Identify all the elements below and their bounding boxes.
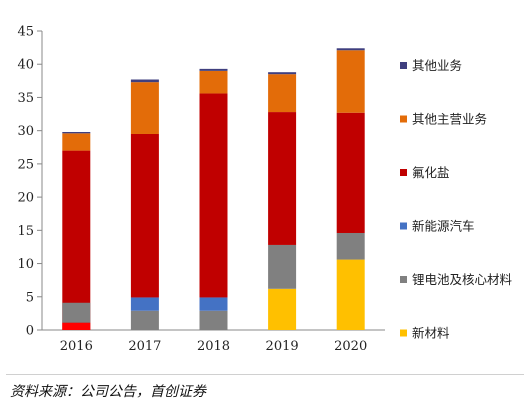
bar-segment: [268, 72, 297, 75]
y-tick-label: 40: [17, 58, 34, 73]
bars-group: [62, 48, 365, 330]
y-tick-label: 25: [17, 157, 34, 172]
bar-segment-overlay: [62, 302, 91, 323]
bar-segment: [62, 133, 91, 151]
bar-segment: [130, 310, 159, 330]
bar-segment: [199, 68, 228, 71]
x-axis: 2016 2017 2018 2019 2020: [42, 329, 385, 354]
bar-segment: [199, 310, 228, 330]
y-tick-label: 0: [26, 324, 34, 339]
y-tick-label: 15: [17, 224, 34, 239]
y-tick-label: 45: [17, 25, 34, 40]
bar-segment: [199, 297, 228, 311]
legend-label: 其他主营业务: [412, 112, 487, 127]
bar-segment: [130, 297, 159, 311]
legend-label: 其他业务: [412, 58, 462, 73]
legend-swatch: [400, 222, 407, 230]
legend-swatch: [400, 276, 407, 283]
legend-label: 锂电池及核心材料: [412, 272, 513, 287]
x-tick-label: 2019: [266, 339, 299, 354]
legend-swatch: [400, 62, 407, 69]
y-tick-label: 35: [17, 91, 34, 106]
source-note: 资料来源：公司公告，首创证券: [10, 384, 206, 400]
bar-segment: [268, 288, 297, 330]
x-tick-label: 2020: [334, 339, 367, 354]
bar-segment: [130, 79, 159, 83]
legend-swatch: [400, 169, 407, 176]
bar-segment: [336, 232, 365, 260]
y-tick-label: 5: [26, 290, 34, 305]
legend-swatch: [400, 115, 407, 123]
bar-segment: [336, 48, 365, 51]
bar-segment: [130, 133, 159, 298]
bar-segment: [62, 131, 91, 134]
bar-segment-overlay: [62, 322, 91, 330]
bar-segment: [199, 93, 228, 298]
bar-segment: [336, 112, 365, 233]
source-divider: 资料来源：公司公告，首创证券: [6, 374, 524, 405]
bar-segment: [336, 259, 365, 330]
bar-segment: [62, 150, 91, 330]
y-axis: 0 5 10 15 20 25 30 35 40 45: [17, 25, 43, 339]
y-tick-label: 30: [17, 124, 34, 139]
x-tick-label: 2016: [60, 339, 93, 354]
bar-segment: [268, 74, 297, 113]
legend-label: 新材料: [412, 326, 450, 341]
bar-segment: [268, 112, 297, 245]
x-tick-label: 2017: [128, 339, 161, 354]
y-tick-label: 20: [17, 191, 34, 206]
legend-label: 氟化盐: [412, 165, 450, 180]
bar-segment: [130, 82, 159, 134]
legend-label: 新能源汽车: [412, 219, 475, 234]
bar-segment: [336, 50, 365, 113]
bar-segment: [199, 70, 228, 94]
legend-swatch: [400, 329, 407, 337]
x-tick-label: 2018: [197, 339, 230, 354]
y-tick-label: 10: [17, 257, 34, 272]
bar-segment: [268, 244, 297, 289]
